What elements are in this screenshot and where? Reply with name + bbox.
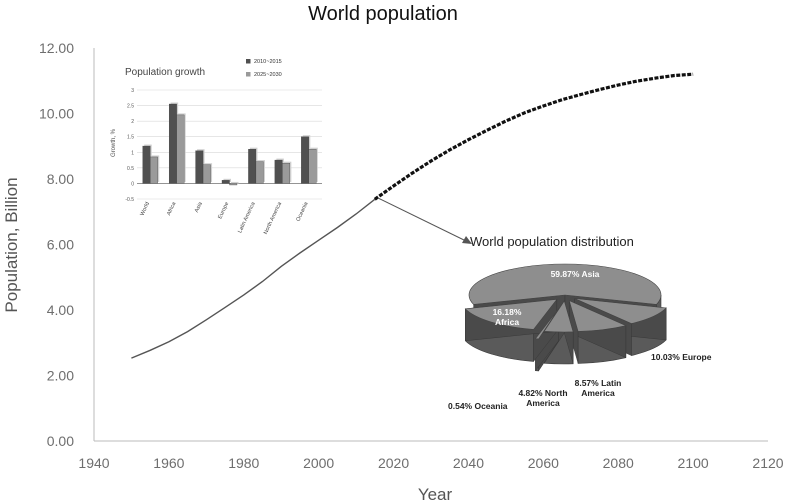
inset-bar-a — [168, 103, 177, 184]
x-tick-label: 1960 — [153, 455, 184, 471]
inset-bar-a — [221, 180, 230, 184]
inset-y-tick-label: 0.5 — [127, 166, 134, 172]
y-tick-label: 10.00 — [39, 106, 74, 122]
x-tick-label: 1980 — [228, 455, 259, 471]
inset-bar-a — [301, 136, 309, 184]
pie-label-europe: 10.03% Europe — [651, 352, 712, 362]
inset-bar-a — [195, 150, 204, 184]
inset-bar-b — [150, 156, 158, 184]
y-tick-label: 12.00 — [39, 40, 74, 56]
inset-legend-label: 2010~2015 — [254, 59, 282, 65]
pie-label-north-america: 4.82% North America — [518, 388, 567, 408]
inset-legend-swatch — [246, 72, 251, 77]
y-tick-label: 2.00 — [47, 368, 74, 384]
x-tick-label: 2040 — [453, 455, 484, 471]
y-tick-label: 6.00 — [47, 237, 74, 253]
inset-title: Population growth — [125, 67, 205, 78]
inset-legend-label: 2025~2030 — [254, 72, 282, 78]
x-tick-label: 2080 — [603, 455, 634, 471]
inset-y-label: Growth, % — [111, 128, 117, 157]
inset-y-tick-label: 1 — [131, 150, 134, 156]
pie-label-latin-america: 8.57% Latin America — [575, 378, 622, 398]
y-tick-label: 8.00 — [47, 171, 74, 187]
inset-legend-swatch — [246, 59, 251, 64]
x-tick-label: 2020 — [378, 455, 409, 471]
inset-bar-shadow — [231, 181, 239, 184]
pie-slice-oceania — [534, 308, 559, 340]
pie-label-oceania: 0.54% Oceania — [448, 401, 508, 411]
x-axis-label: Year — [418, 485, 453, 503]
inset-y-tick-label: 2.5 — [127, 104, 134, 110]
inset-y-tick-label: -0.5 — [125, 197, 134, 203]
inset-bar-b — [282, 163, 291, 184]
inset-y-tick-label: 0 — [131, 181, 134, 187]
inset-bar-b — [229, 183, 238, 186]
inset-bar-b — [202, 164, 211, 184]
inset-category-label: Asia — [194, 200, 204, 213]
pie-slice-north-america — [543, 300, 574, 333]
pie-leader-arrow — [377, 197, 467, 242]
y-tick-label: 0.00 — [47, 433, 74, 449]
inset-bar-a — [248, 149, 257, 184]
pie-slice-africa — [464, 299, 558, 330]
population-distribution-pie: 59.87% Asia 10.03% Europe 8.57% Latin Ameri… — [448, 263, 712, 411]
pie-label-africa: 16.18% Africa — [493, 307, 522, 327]
inset-bar-a — [142, 145, 151, 184]
x-tick-label: 2000 — [303, 455, 334, 471]
inset-bar-b — [176, 114, 185, 184]
x-tick-label: 2100 — [678, 455, 709, 471]
pie-slice-europe — [574, 298, 667, 324]
pie-leader-arrowhead — [462, 236, 472, 244]
pie-slice-latin-america — [568, 300, 627, 332]
inset-background — [104, 58, 326, 226]
inset-bar-b — [255, 161, 264, 184]
pie-label-asia: 59.87% Asia — [551, 269, 600, 279]
y-tick-label: 4.00 — [47, 302, 74, 318]
pie-title: World population distribution — [470, 234, 634, 249]
inset-y-tick-label: 1.5 — [127, 135, 134, 141]
x-tick-label: 2060 — [528, 455, 559, 471]
inset-category-label: Africa — [166, 200, 178, 216]
x-tick-label: 1940 — [78, 455, 109, 471]
chart-title: World population — [308, 3, 458, 25]
y-axis-label: Population, Billion — [2, 177, 21, 312]
inset-bar-b — [308, 149, 317, 184]
historical-population-line — [131, 198, 376, 359]
inset-y-tick-label: 3 — [131, 88, 134, 94]
inset-category-label: World — [140, 201, 151, 216]
pie-slice-asia — [468, 263, 662, 305]
inset-y-tick-label: 2 — [131, 119, 134, 125]
inset-bar-a — [274, 159, 283, 184]
x-tick-label: 2120 — [752, 455, 783, 471]
population-growth-inset: Population growth Growth, % 3 2.5 2 1.5 1 0.5… — [104, 58, 326, 235]
projected-population-line — [373, 72, 694, 201]
